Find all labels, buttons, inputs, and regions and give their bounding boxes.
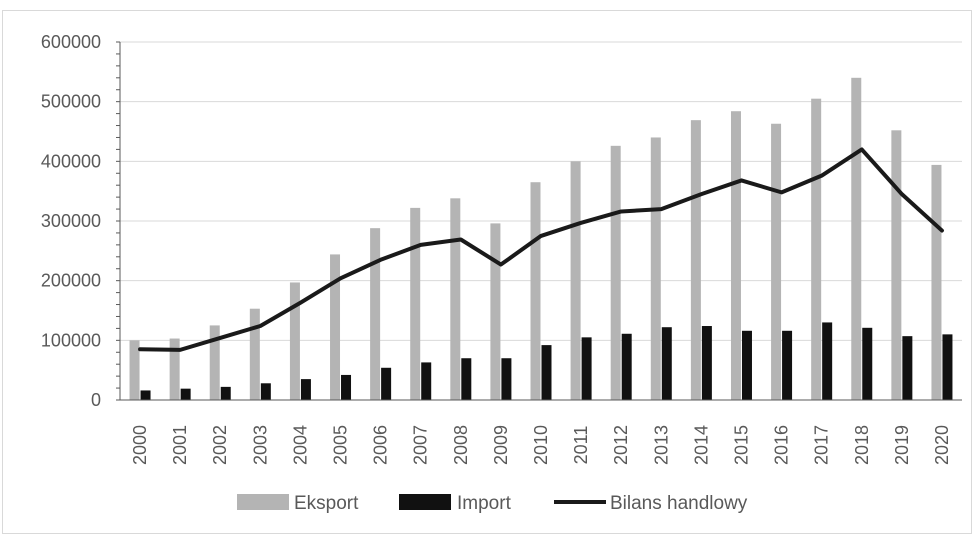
x-tick-label: 2016 bbox=[772, 425, 792, 465]
bar-eksport-2005 bbox=[330, 254, 341, 400]
bar-import-2001 bbox=[180, 388, 191, 400]
axes: 0 100000 200000 300000 400000 500000 600000 200… bbox=[41, 32, 962, 465]
bar-eksport-2008 bbox=[450, 198, 461, 400]
bar-eksport-2016 bbox=[771, 123, 782, 400]
bar-import-2016 bbox=[782, 330, 793, 400]
bar-eksport-2003 bbox=[249, 308, 260, 400]
bar-import-2019 bbox=[902, 336, 913, 400]
bar-eksport-2014 bbox=[690, 120, 701, 400]
bar-eksport-2004 bbox=[289, 282, 300, 400]
x-tick-label: 2013 bbox=[651, 425, 671, 465]
bar-eksport-2015 bbox=[730, 111, 741, 401]
gridlines bbox=[120, 41, 962, 341]
bar-eksport-2001 bbox=[169, 338, 180, 400]
x-tick-label: 2019 bbox=[892, 425, 912, 465]
bar-eksport-2019 bbox=[891, 130, 902, 400]
bars bbox=[129, 77, 953, 401]
x-tick-label: 2015 bbox=[731, 425, 751, 465]
bar-import-2007 bbox=[421, 362, 432, 400]
bar-import-2006 bbox=[381, 367, 392, 400]
bar-import-2014 bbox=[701, 326, 712, 400]
balance-line bbox=[138, 147, 944, 352]
bar-import-2010 bbox=[541, 345, 552, 400]
y-tick-label: 400000 bbox=[41, 151, 101, 171]
bar-eksport-2007 bbox=[410, 207, 421, 400]
bar-eksport-2009 bbox=[490, 223, 501, 400]
x-tick-label: 2002 bbox=[210, 425, 230, 465]
bar-import-2017 bbox=[822, 322, 833, 400]
x-tick-label: 2008 bbox=[451, 425, 471, 465]
legend: Eksport Import Bilans handlowy bbox=[237, 493, 748, 514]
x-tick-label: 2009 bbox=[491, 425, 511, 465]
y-tick-label: 600000 bbox=[41, 32, 101, 52]
x-tick-label: 2001 bbox=[170, 425, 190, 465]
legend-label-bilans: Bilans handlowy bbox=[610, 493, 748, 514]
bar-eksport-2013 bbox=[650, 137, 661, 400]
y-tick-label: 300000 bbox=[41, 211, 101, 231]
chart-frame bbox=[2, 10, 972, 534]
x-tick-label: 2017 bbox=[812, 425, 832, 465]
x-tick-label: 2007 bbox=[411, 425, 431, 465]
bar-eksport-2011 bbox=[570, 161, 581, 400]
bar-import-2011 bbox=[581, 337, 592, 400]
bar-import-2018 bbox=[862, 327, 873, 400]
x-tick-label: 2018 bbox=[852, 425, 872, 465]
x-tick-label: 2004 bbox=[290, 425, 310, 465]
x-tick-label: 2006 bbox=[371, 425, 391, 465]
bar-eksport-2002 bbox=[209, 325, 220, 400]
legend-label-eksport: Eksport bbox=[294, 493, 359, 514]
y-tick-label: 200000 bbox=[41, 271, 101, 291]
bar-import-2013 bbox=[661, 327, 672, 400]
bar-import-2000 bbox=[140, 390, 151, 400]
x-tick-label: 2010 bbox=[531, 425, 551, 465]
bar-eksport-2017 bbox=[811, 98, 822, 400]
bar-import-2020 bbox=[942, 334, 953, 400]
y-tick-label: 0 bbox=[91, 390, 101, 410]
bar-import-2003 bbox=[260, 383, 271, 400]
bar-eksport-2020 bbox=[931, 164, 942, 400]
bar-import-2009 bbox=[501, 358, 512, 400]
bar-eksport-2006 bbox=[370, 228, 381, 400]
x-tick-label: 2003 bbox=[250, 425, 270, 465]
x-tick-label: 2011 bbox=[571, 426, 591, 465]
bar-eksport-2000 bbox=[129, 340, 140, 400]
y-tick-label: 500000 bbox=[41, 92, 101, 112]
y-tick-label: 100000 bbox=[41, 330, 101, 350]
x-tick-label: 2012 bbox=[611, 425, 631, 465]
bar-eksport-2012 bbox=[610, 145, 621, 400]
bar-import-2012 bbox=[621, 333, 632, 400]
bar-import-2008 bbox=[461, 358, 472, 400]
bar-eksport-2010 bbox=[530, 182, 541, 400]
bar-import-2004 bbox=[300, 379, 311, 400]
legend-label-import: Import bbox=[457, 493, 512, 514]
bar-eksport-2018 bbox=[851, 77, 862, 401]
x-tick-label: 2000 bbox=[130, 425, 150, 465]
balance-line-group bbox=[138, 147, 944, 352]
bar-import-2005 bbox=[341, 374, 352, 400]
legend-swatch-import bbox=[399, 494, 451, 510]
x-tick-label: 2020 bbox=[932, 425, 952, 465]
x-tick-label: 2014 bbox=[691, 425, 711, 465]
bar-import-2002 bbox=[220, 386, 231, 400]
x-tick-label: 2005 bbox=[331, 425, 351, 465]
bar-import-2015 bbox=[741, 330, 752, 400]
legend-swatch-eksport bbox=[237, 494, 289, 510]
